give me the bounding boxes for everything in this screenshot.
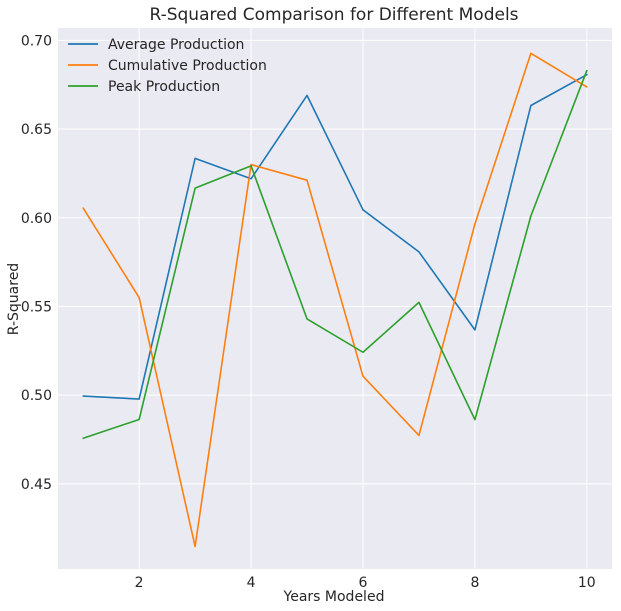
y-tick-labels: 0.45 0.50 0.55 0.60 0.65 0.70 — [21, 33, 52, 492]
y-tick-label: 0.65 — [21, 122, 52, 138]
y-tick-label: 0.45 — [21, 477, 52, 493]
y-axis-label: R-Squared — [6, 263, 22, 335]
x-tick-label: 8 — [470, 575, 479, 591]
y-tick-label: 0.60 — [21, 211, 52, 227]
x-tick-labels: 2 4 6 8 10 — [135, 575, 596, 591]
legend-label: Peak Production — [108, 79, 220, 95]
x-tick-label: 2 — [135, 575, 144, 591]
series-line-cumulative-production — [82, 52, 588, 548]
y-tick-label: 0.55 — [21, 299, 52, 315]
series-layer — [82, 52, 588, 548]
legend-label: Average Production — [108, 37, 244, 53]
plot-area — [58, 28, 612, 569]
chart-title: R-Squared Comparison for Different Model… — [149, 5, 518, 25]
x-tick-label: 6 — [359, 575, 368, 591]
x-axis-label: Years Modeled — [283, 589, 385, 605]
x-tick-label: 4 — [247, 575, 256, 591]
series-line-average-production — [82, 73, 588, 400]
legend-label: Cumulative Production — [108, 58, 267, 74]
y-tick-label: 0.50 — [21, 388, 52, 404]
legend: Average Production Cumulative Production P… — [68, 37, 267, 95]
x-tick-label: 10 — [578, 575, 596, 591]
grid-lines — [58, 28, 612, 569]
series-line-peak-production — [82, 69, 588, 440]
y-tick-label: 0.70 — [21, 33, 52, 49]
